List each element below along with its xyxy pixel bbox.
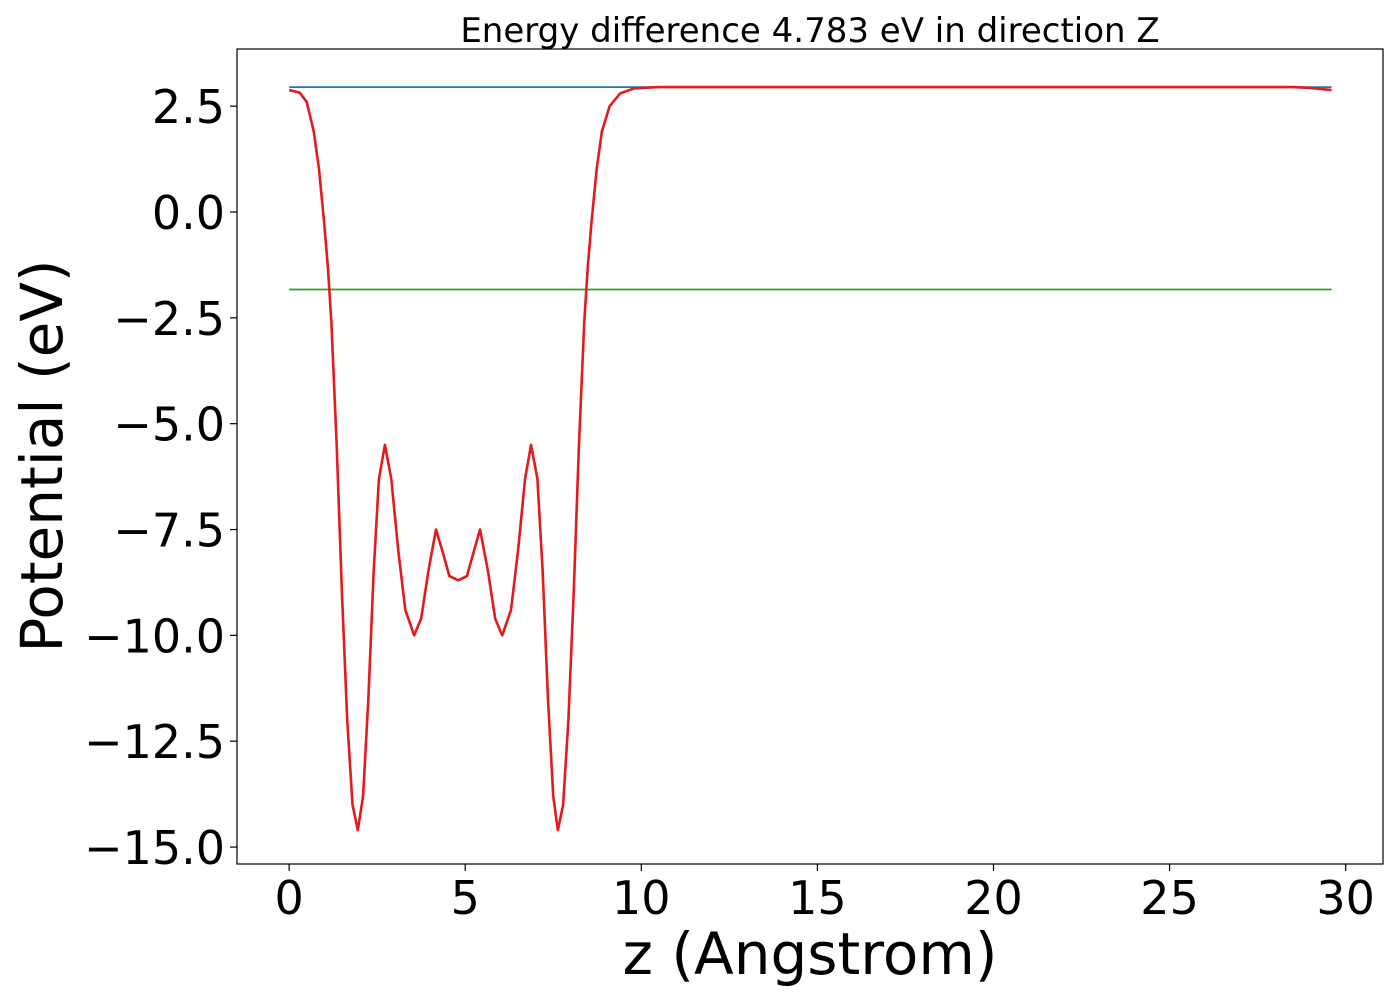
- x-tick-label: 5: [451, 871, 480, 925]
- y-tick-label: 2.5: [152, 80, 225, 134]
- x-tick-label: 0: [274, 871, 303, 925]
- y-tick-label: −5.0: [113, 398, 225, 452]
- y-tick-label: 0.0: [152, 186, 225, 240]
- chart-title: Energy difference 4.783 eV in direction …: [460, 11, 1159, 51]
- y-tick-label: −2.5: [113, 292, 225, 346]
- data-line: [288, 85, 1332, 832]
- y-tick-label: −10.0: [84, 609, 225, 663]
- x-tick-label: 30: [1316, 871, 1375, 925]
- y-tick-label: −7.5: [113, 504, 225, 558]
- plot-frame: [236, 48, 1384, 865]
- y-axis-label: Potential (eV): [8, 259, 76, 652]
- x-tick-label: 25: [1140, 871, 1199, 925]
- y-tick-label: −15.0: [84, 821, 225, 875]
- x-axis-label: z (Angstrom): [623, 920, 998, 988]
- x-tick-label: 20: [964, 871, 1023, 925]
- x-tick-label: 10: [612, 871, 671, 925]
- x-tick-label: 15: [788, 871, 847, 925]
- y-tick-label: −12.5: [84, 715, 225, 769]
